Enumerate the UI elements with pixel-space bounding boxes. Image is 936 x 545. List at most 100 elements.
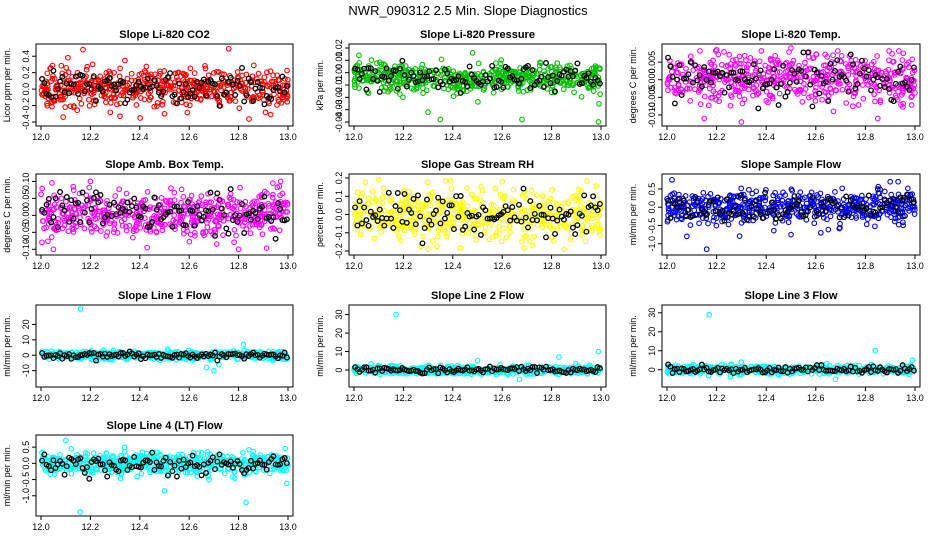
outlier-point xyxy=(81,47,86,52)
reference-point xyxy=(548,205,553,210)
reference-point xyxy=(869,88,874,93)
data-point xyxy=(252,63,257,68)
data-point xyxy=(371,189,376,194)
data-point xyxy=(66,55,71,60)
x-tick-label: 12.2 xyxy=(395,132,413,142)
outlier-point xyxy=(470,51,475,56)
data-point xyxy=(498,192,503,197)
data-point xyxy=(232,228,237,233)
data-point xyxy=(247,117,252,122)
x-tick-label: 12.2 xyxy=(395,393,413,403)
data-point xyxy=(806,55,811,60)
outlier-point xyxy=(789,46,794,51)
x-tick-label: 12.6 xyxy=(180,393,198,403)
data-point xyxy=(237,106,242,111)
data-point xyxy=(205,225,210,230)
data-point xyxy=(737,234,742,239)
outlier-point xyxy=(596,120,601,125)
reference-point xyxy=(788,81,793,86)
y-axis-label: ml/min per min. xyxy=(315,315,325,377)
data-point xyxy=(491,90,496,95)
data-point xyxy=(701,191,706,196)
data-point xyxy=(900,58,905,63)
x-tick-label: 12.6 xyxy=(807,261,825,271)
x-tick-label: 12.8 xyxy=(230,132,248,142)
data-point xyxy=(722,50,727,55)
data-point xyxy=(99,229,104,234)
data-point xyxy=(277,228,282,233)
reference-point xyxy=(65,195,70,200)
data-point xyxy=(703,94,708,99)
data-point xyxy=(688,99,693,104)
y-tick-label: 20 xyxy=(21,319,31,329)
data-point xyxy=(535,223,540,228)
data-point xyxy=(697,221,702,226)
figure-title: NWR_090312 2.5 Min. Slope Diagnostics xyxy=(0,3,936,18)
data-point xyxy=(59,63,64,68)
outlier-point xyxy=(118,114,123,119)
data-point xyxy=(726,222,731,227)
reference-point xyxy=(387,191,392,196)
data-point xyxy=(285,68,290,73)
y-tick-label: -10 xyxy=(21,364,31,377)
data-point xyxy=(104,100,109,105)
reference-point xyxy=(544,61,549,66)
data-point xyxy=(138,116,143,121)
data-point xyxy=(381,186,386,191)
reference-point xyxy=(675,77,680,82)
data-point xyxy=(579,95,584,100)
data-point xyxy=(856,103,861,108)
data-point xyxy=(248,231,253,236)
plot-title: Slope Amb. Box Temp. xyxy=(105,159,224,171)
data-point xyxy=(188,66,193,71)
data-point xyxy=(235,70,240,75)
data-point xyxy=(238,206,243,211)
data-point xyxy=(798,190,803,195)
data-point xyxy=(909,103,914,108)
reference-point xyxy=(224,226,229,231)
reference-point xyxy=(262,102,267,107)
data-point xyxy=(421,234,426,239)
data-point xyxy=(729,80,734,85)
reference-point xyxy=(396,191,401,196)
data-point xyxy=(159,196,164,201)
data-point xyxy=(844,101,849,106)
reference-point xyxy=(783,94,788,99)
data-point xyxy=(39,192,44,197)
y-axis-label: ml/min per min. xyxy=(628,184,638,246)
data-point xyxy=(598,92,603,97)
reference-point xyxy=(242,99,247,104)
y-tick-label: 0.5 xyxy=(647,183,657,196)
outlier-point xyxy=(278,179,283,184)
data-point xyxy=(901,51,906,56)
y-tick-label: 0.2 xyxy=(334,172,344,185)
reference-point xyxy=(582,193,587,198)
data-point xyxy=(474,238,479,243)
reference-point xyxy=(490,64,495,69)
x-tick-label: 12.2 xyxy=(82,132,100,142)
outlier-point xyxy=(819,231,824,236)
y-tick-label: 0.0 xyxy=(21,83,31,96)
data-point xyxy=(550,188,555,193)
data-point xyxy=(772,228,777,233)
reference-point xyxy=(228,187,233,192)
outlier-point xyxy=(88,179,93,184)
x-tick-label: 12.8 xyxy=(857,132,875,142)
x-tick-label: 12.2 xyxy=(82,261,100,271)
data-point xyxy=(864,222,869,227)
data-point xyxy=(901,223,906,228)
data-point xyxy=(145,190,150,195)
data-point xyxy=(516,89,521,94)
x-tick-label: 12.6 xyxy=(493,261,511,271)
data-point xyxy=(800,100,805,105)
data-point xyxy=(436,234,441,239)
data-point xyxy=(474,233,479,238)
data-point xyxy=(528,239,533,244)
data-point xyxy=(63,105,68,110)
data-point xyxy=(398,92,403,97)
data-point xyxy=(256,71,261,76)
x-tick-label: 12.0 xyxy=(345,393,363,403)
